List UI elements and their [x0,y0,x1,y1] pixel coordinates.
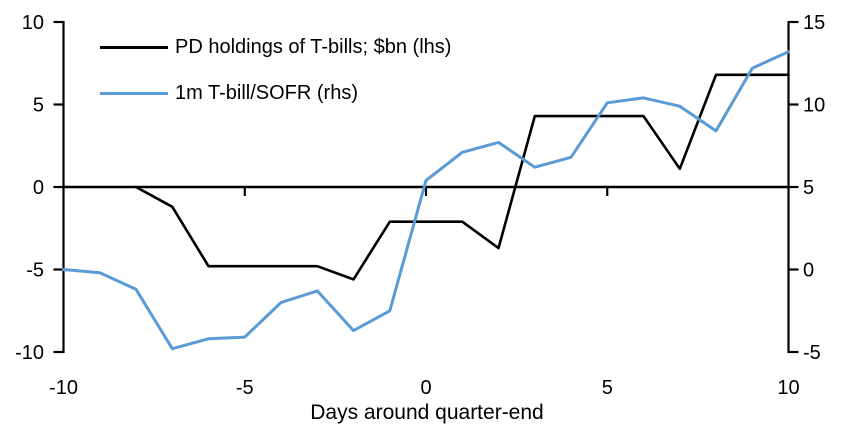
x-axis-tick-label: 0 [420,377,431,399]
legend-item-tbill-sofr: 1m T-bill/SOFR (rhs) [100,80,451,106]
y-axis-left-tick-label: -10 [15,342,44,364]
chart-legend: PD holdings of T-bills; $bn (lhs) 1m T-b… [100,34,451,126]
y-axis-right-tick-label: 5 [803,177,814,199]
y-axis-right-tick-label: 15 [803,12,825,34]
tick-labels-layer: 10 5 0 -5 -10 15 10 5 0 -5 -10 -5 0 5 10 [15,12,825,399]
x-axis-tick-label: -10 [49,377,78,399]
y-axis-right-tick-label: 0 [803,260,814,282]
y-axis-left-tick-label: -5 [26,260,44,282]
x-axis-title: Days around quarter-end [310,401,543,424]
legend-item-pd-holdings: PD holdings of T-bills; $bn (lhs) [100,34,451,60]
axes-layer [53,20,799,354]
y-axis-right-tick-label: -5 [803,342,821,364]
legend-line-swatch-blue [100,91,168,95]
legend-label-pd-holdings: PD holdings of T-bills; $bn (lhs) [175,35,452,58]
x-axis-tick-label: 10 [777,377,799,399]
y-axis-left-tick-label: 0 [33,177,44,199]
y-axis-left-tick-label: 5 [33,95,44,117]
legend-label-tbill-sofr: 1m T-bill/SOFR (rhs) [175,81,358,104]
legend-line-swatch-black [100,45,168,49]
series-layer [62,50,790,351]
y-axis-left-tick-label: 10 [22,12,44,34]
x-axis-tick-label: 5 [602,377,613,399]
series-line-0 [134,73,790,281]
y-axis-right-tick-label: 10 [803,95,825,117]
x-axis-tick-label: -5 [236,377,254,399]
series-line-1 [62,50,790,351]
